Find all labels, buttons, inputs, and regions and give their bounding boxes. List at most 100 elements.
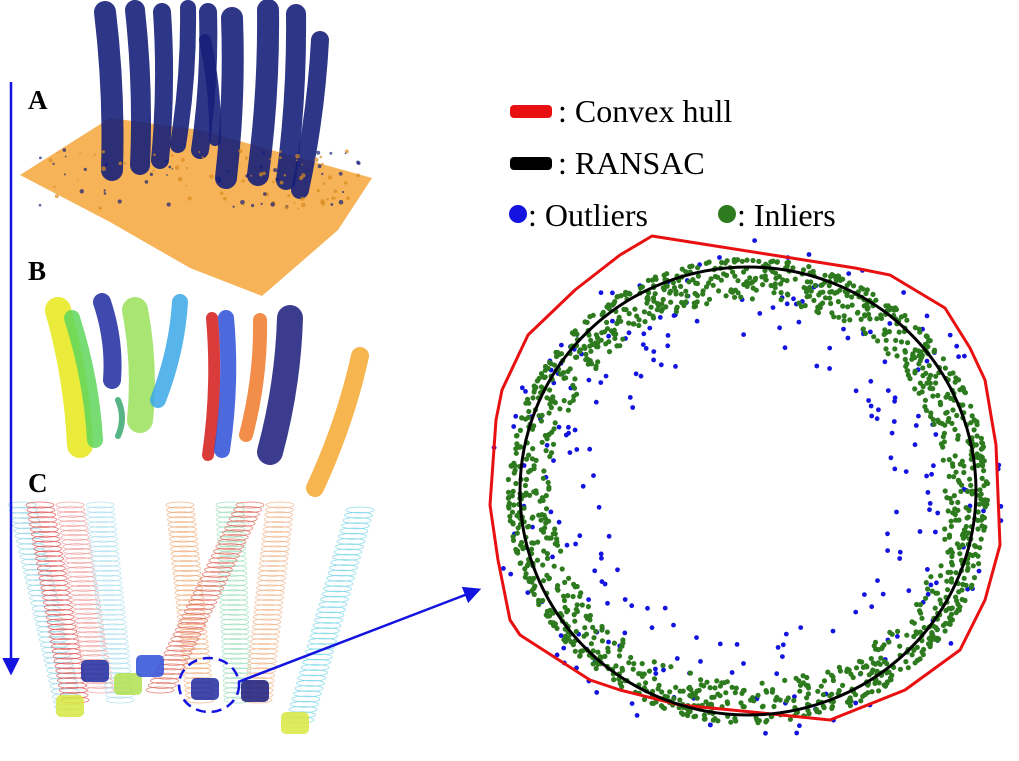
inlier-point [979,513,986,520]
inlier-point [902,348,908,354]
fitted-ring [169,540,199,548]
fitted-ring [75,626,105,634]
inlier-point [552,526,558,532]
fitted-ring [90,550,120,558]
inlier-point [955,499,961,505]
inlier-point [595,359,601,365]
fitted-ring [333,548,363,556]
inlier-point [588,641,595,647]
inlier-point [683,288,689,294]
fitted-ring [297,674,327,682]
inlier-point [870,667,876,673]
inlier-point [878,312,884,318]
outlier-point [806,252,812,257]
outlier-point [889,430,895,436]
inlier-point [703,260,709,266]
inlier-point [971,427,977,433]
stem [199,34,222,146]
fitted-ring [228,515,258,523]
inlier-point [579,648,586,654]
inlier-point [623,307,629,313]
outlier-point [897,549,903,555]
fitted-ring [88,526,117,533]
point-speck [297,162,303,167]
outlier-point [888,455,894,461]
fitted-ring [326,574,355,582]
fitted-ring [17,543,47,550]
inlier-point [532,583,538,589]
inlier-point [841,313,847,319]
fitted-ring [172,569,202,577]
inlier-point [660,662,666,669]
fitted-ring [26,506,56,514]
inlier-point [952,426,958,433]
inlier-point [604,304,610,310]
inlier-point [923,595,929,601]
inlier-point [546,535,552,541]
outlier-point [967,503,973,509]
outlier-point [846,271,852,276]
outlier-point [906,588,912,594]
fitted-ring [37,569,67,577]
inlier-point [971,417,977,423]
stem-base-slice [56,695,84,717]
outlier-point [931,463,936,469]
fitted-ring [199,575,229,583]
inlier-point [513,546,519,553]
fitted-ring [170,635,200,643]
inlier-point [910,351,916,357]
fitted-ring [335,543,364,551]
outlier-point [513,413,519,419]
fitted-ring [220,618,250,626]
inlier-point [508,463,514,469]
fitted-ring [324,580,354,587]
inlier-point [904,632,910,638]
inlier-point [517,560,523,567]
fitted-ring [291,695,321,703]
inlier-point [942,488,948,494]
inlier-point [945,508,951,514]
inlier-point [787,716,794,722]
outlier-point [707,722,713,728]
point-speck [171,154,174,157]
outlier-point [763,730,768,736]
outlier-point [587,446,593,452]
point-speck [338,199,344,205]
inlier-point [514,530,520,536]
inlier-point [923,580,929,586]
point-speck [316,150,321,155]
inlier-point [980,463,986,469]
inlier-point [978,435,985,441]
inlier-point [875,338,881,344]
fitted-ring [93,574,122,582]
inlier-point [863,290,869,297]
inlier-point [593,665,599,672]
outlier-point [780,642,786,648]
fitted-ring [96,608,126,616]
outlier-point [599,555,604,561]
fitted-ring [179,638,209,645]
inlier-point [954,412,960,419]
fitted-ring [50,638,79,645]
inlier-point [868,656,874,662]
inlier-point [582,319,588,325]
inlier-point [858,316,864,322]
outlier-point [698,659,703,664]
inlier-point [652,291,658,297]
outlier-point [640,342,646,347]
inlier-point [549,450,555,456]
fitted-ring [192,589,222,597]
fitted-ring [299,669,328,677]
inlier-point [646,310,652,317]
inlier-point [577,593,583,600]
point-speck [244,156,249,160]
inlier-point [756,258,762,264]
inlier-point [671,695,677,702]
outlier-point [841,326,846,332]
fitted-ring [75,621,104,629]
outlier-point [662,605,668,611]
fitted-ring [321,590,351,598]
fitted-ring [215,543,245,550]
inlier-point [959,587,965,593]
inlier-point [530,446,536,452]
